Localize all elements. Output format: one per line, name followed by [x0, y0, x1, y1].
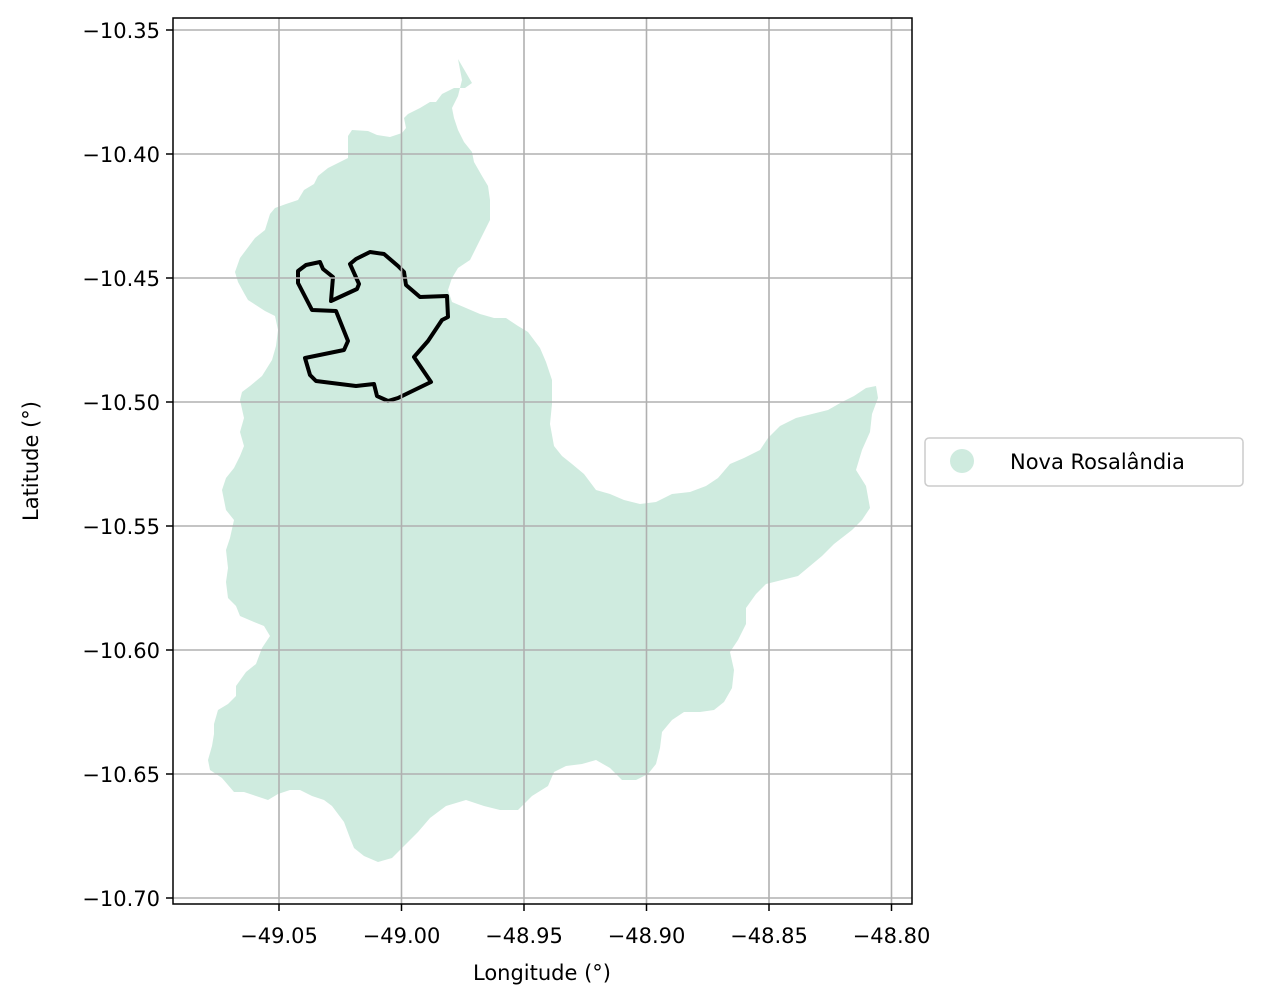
y-tick-label: −10.65	[82, 763, 160, 787]
axis-ticks: −49.05 −49.00 −48.95 −48.90 −48.85 −48.80 −10.…	[82, 19, 930, 948]
y-tick-label: −10.45	[82, 267, 160, 291]
municipality-region	[208, 59, 878, 862]
x-tick-label: −49.00	[363, 924, 441, 948]
x-tick-label: −48.85	[730, 924, 808, 948]
plot-frame	[172, 17, 913, 905]
x-tick-label: −49.05	[240, 924, 318, 948]
legend: Nova Rosalândia	[924, 437, 1244, 487]
legend-label-nova-rosalandia: Nova Rosalândia	[1010, 450, 1185, 474]
legend-box	[924, 437, 1244, 487]
y-tick-label: −10.40	[82, 143, 160, 167]
y-tick-label: −10.70	[82, 887, 160, 911]
gridlines	[173, 18, 912, 904]
y-tick-label: −10.60	[82, 639, 160, 663]
x-tick-label: −48.95	[485, 924, 563, 948]
x-tick-label: −48.80	[853, 924, 931, 948]
legend-marker-circle	[950, 449, 974, 473]
x-axis-title: Longitude (°)	[473, 961, 611, 985]
y-axis-title: Latitude (°)	[19, 401, 43, 521]
y-tick-label: −10.35	[82, 19, 160, 43]
y-tick-label: −10.55	[82, 515, 160, 539]
y-tick-label: −10.50	[82, 391, 160, 415]
highlighted-boundary-outline	[296, 250, 450, 403]
x-tick-label: −48.90	[608, 924, 686, 948]
